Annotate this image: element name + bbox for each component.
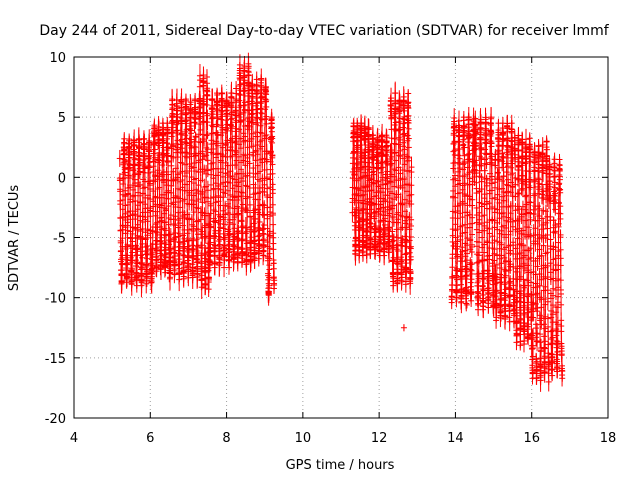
data-point [158,235,164,247]
x-tick-label: 10 [295,431,312,446]
y-tick-label: -10 [45,292,66,307]
chart-title: Day 244 of 2011, Sidereal Day-to-day VTE… [39,23,609,39]
x-tick-label: 18 [600,431,617,446]
y-tick-label: 0 [58,171,66,186]
data-point [205,114,211,130]
y-tick-labels: 10 5 0 -5 -10 -15 -20 [45,51,66,427]
x-tick-label: 6 [146,431,154,446]
data-point [205,130,211,139]
sdtvar-series [117,53,565,392]
y-tick-label: -15 [45,352,66,367]
x-tick-label: 12 [371,431,388,446]
data-point [206,214,212,236]
x-tick-labels: 4 6 8 10 12 14 16 18 [70,431,616,446]
y-tick-label: 10 [49,51,66,66]
data-point [201,70,207,93]
y-tick-label: -5 [53,232,66,247]
x-tick-label: 8 [222,431,230,446]
y-tick-label: 5 [58,111,66,126]
x-tick-label: 4 [70,431,78,446]
grid-lines [74,57,608,418]
x-tick-label: 16 [523,431,540,446]
y-tick-label: -20 [45,412,66,427]
x-tick-label: 14 [447,431,464,446]
